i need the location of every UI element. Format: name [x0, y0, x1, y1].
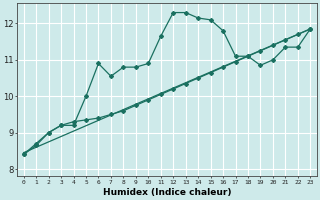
X-axis label: Humidex (Indice chaleur): Humidex (Indice chaleur) [103, 188, 231, 197]
